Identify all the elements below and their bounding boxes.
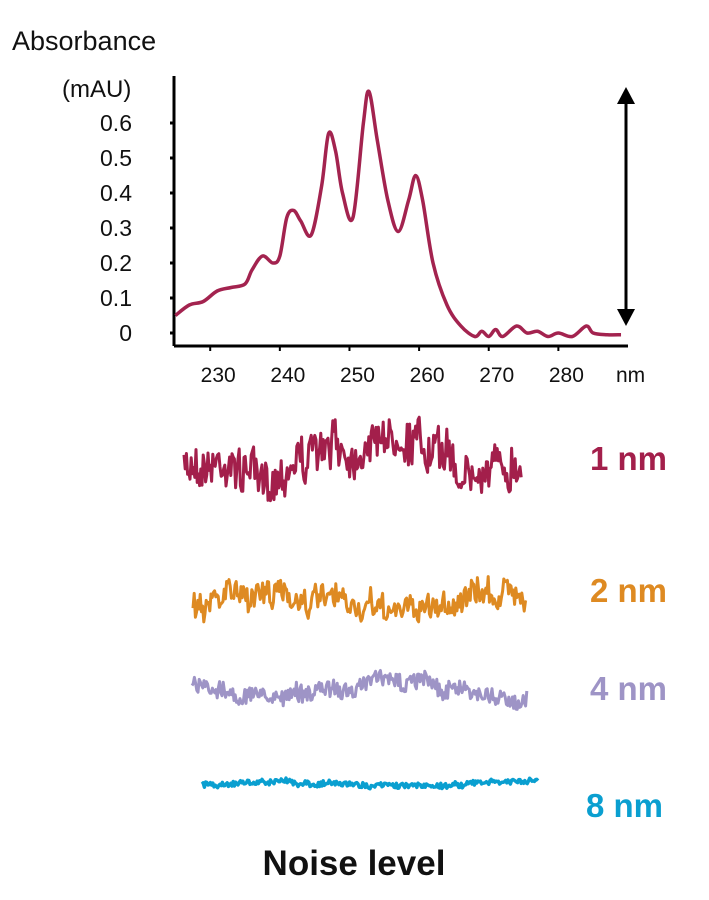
noise-traces: 1 nm 2 nm 4 nm 8 nm [182,415,667,824]
x-tick-label: 260 [410,364,445,387]
x-tick-label: 270 [479,364,514,387]
x-axis-unit: nm [616,364,645,387]
x-tick-label: 250 [340,364,375,387]
y-axis-unit: (mAU) [62,76,131,103]
y-tick-label: 0.4 [100,180,132,206]
spectrum-axes: 0 0.1 0.2 0.3 0.4 0.5 0.6 230 240 250 260 270 280 [100,76,628,387]
y-tick-label: 0.6 [100,110,132,136]
spectrum-line [174,89,622,339]
y-tick-label: 0.2 [100,250,132,276]
noise-trace-2nm [191,575,528,624]
noise-label: 1 nm [590,440,667,477]
noise-trace-1nm [182,415,523,503]
y-tick-label: 0.1 [100,285,132,311]
y-axis-label: Absorbance [12,26,156,56]
noise-label: 2 nm [590,572,667,609]
y-tick-label: 0.5 [100,145,132,171]
noise-label: 8 nm [586,787,663,824]
noise-level-title: Noise level [263,844,446,883]
noise-label: 4 nm [590,670,667,707]
noise-trace-8nm [200,776,540,791]
x-tick-label: 230 [201,364,236,387]
y-tick-label: 0 [119,320,132,346]
x-tick-label: 240 [270,364,305,387]
y-tick-label: 0.3 [100,215,132,241]
peak-height-arrow [617,87,635,326]
x-tick-label: 280 [549,364,584,387]
noise-trace-4nm [190,669,529,711]
